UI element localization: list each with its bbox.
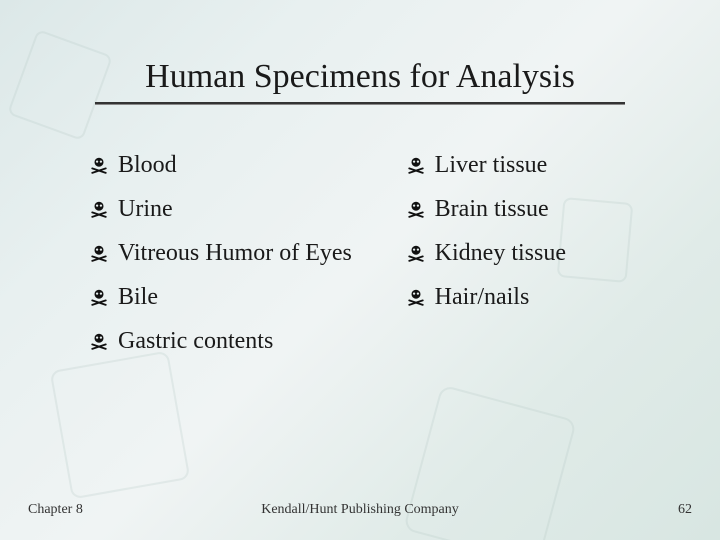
slide: Human Specimens for Analysis Blood Urine	[0, 0, 720, 540]
list-item-label: Blood	[118, 150, 177, 180]
skull-crossbones-icon	[407, 156, 425, 174]
skull-crossbones-icon	[90, 200, 108, 218]
skull-crossbones-icon	[90, 332, 108, 350]
skull-crossbones-icon	[90, 244, 108, 262]
list-item: Kidney tissue	[407, 238, 660, 268]
skull-crossbones-icon	[407, 288, 425, 306]
list-item: Blood	[90, 150, 407, 180]
list-item-label: Gastric contents	[118, 326, 273, 356]
list-item-label: Urine	[118, 194, 173, 224]
list-item: Brain tissue	[407, 194, 660, 224]
bg-decoration	[50, 351, 191, 500]
skull-crossbones-icon	[407, 200, 425, 218]
slide-title: Human Specimens for Analysis	[145, 58, 575, 96]
left-column: Blood Urine Vitreous Humor of Eyes Bile	[90, 150, 407, 370]
list-item-label: Hair/nails	[435, 282, 530, 312]
list-item: Hair/nails	[407, 282, 660, 312]
list-item: Liver tissue	[407, 150, 660, 180]
list-item-label: Kidney tissue	[435, 238, 566, 268]
list-item-label: Brain tissue	[435, 194, 549, 224]
skull-crossbones-icon	[407, 244, 425, 262]
title-underline	[95, 102, 625, 105]
list-item: Vitreous Humor of Eyes	[90, 238, 407, 268]
footer-publisher: Kendall/Hunt Publishing Company	[0, 502, 720, 518]
list-item: Gastric contents	[90, 326, 407, 356]
list-item: Urine	[90, 194, 407, 224]
list-item-label: Bile	[118, 282, 158, 312]
list-item-label: Liver tissue	[435, 150, 548, 180]
list-item: Bile	[90, 282, 407, 312]
list-item-label: Vitreous Humor of Eyes	[118, 238, 352, 268]
right-column: Liver tissue Brain tissue Kidney tissue …	[407, 150, 660, 370]
skull-crossbones-icon	[90, 288, 108, 306]
footer-page-number: 62	[678, 502, 692, 518]
title-block: Human Specimens for Analysis	[0, 58, 720, 105]
skull-crossbones-icon	[90, 156, 108, 174]
content-area: Blood Urine Vitreous Humor of Eyes Bile	[90, 150, 660, 370]
